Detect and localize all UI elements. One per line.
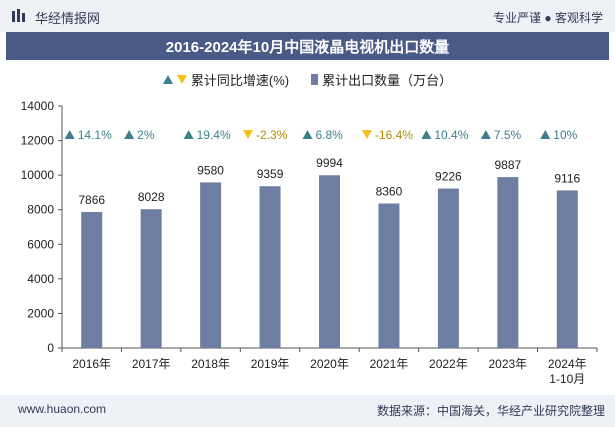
footer-bar: www.huaon.com 数据来源：中国海关，华经产业研究院整理 [0,395,615,427]
growth-up-icon [183,130,194,139]
x-tick-label: 2016年 [72,357,111,371]
y-tick-label: 8000 [27,203,54,217]
bar-1 [81,212,103,348]
bar-4 [259,186,281,348]
y-tick-label: 6000 [27,237,54,251]
bar-7 [437,188,459,348]
growth-down-icon [243,130,254,139]
bar-9 [556,190,578,348]
legend-growth-label: 累计同比增速(%) [190,72,290,88]
growth-label: 2% [137,128,155,142]
growth-up-icon [421,130,432,139]
chart-legend: 累计同比增速(%) 累计出口数量（万台） [0,69,615,89]
bar-value-label: 7866 [78,193,105,207]
legend-volume: 累计出口数量（万台） [311,70,452,89]
growth-label: 14.1% [78,128,112,142]
bar-value-label: 9226 [435,170,462,184]
growth-up-icon [480,130,491,139]
bar-value-label: 9116 [554,171,580,185]
slogan: 专业严谨 ● 客观科学 [493,11,603,25]
growth-label: 10.4% [434,128,468,142]
up-triangle-icon [162,74,173,84]
x-tick-label: 1-10月 [549,372,585,386]
growth-up-icon [540,130,551,139]
chart-title: 2016-2024年10月中国液晶电视机出口数量 [6,32,609,60]
bar-value-label: 8360 [376,184,403,198]
growth-up-icon [64,130,75,139]
y-tick-label: 2000 [27,306,54,320]
x-tick-label: 2019年 [251,357,290,371]
x-tick-label: 2020年 [310,357,349,371]
bar-value-label: 9994 [316,156,343,170]
bar-5 [319,175,340,348]
bar-value-label: 8028 [138,190,165,204]
bar-swatch-icon [311,73,319,85]
brand-name: 华经情报网 [35,11,101,26]
growth-label: 10% [553,128,577,142]
x-tick-label: 2018年 [191,357,230,371]
down-triangle-icon [176,74,187,84]
bar-value-label: 9887 [494,158,521,172]
y-tick-label: 10000 [21,168,55,182]
y-tick-label: 12000 [21,134,55,148]
bar-value-label: 9580 [197,163,224,177]
logo-icon [12,9,25,22]
x-tick-label: 2024年 [548,357,587,371]
legend-growth: 累计同比增速(%) [162,70,290,89]
growth-down-icon [361,130,372,139]
x-tick-label: 2017年 [132,357,171,371]
growth-up-icon [302,130,313,139]
growth-label: -16.4% [375,128,413,142]
legend-volume-label: 累计出口数量（万台） [322,72,453,88]
header-bar: 华经情报网 专业严谨 ● 客观科学 [0,0,615,32]
bar-2 [140,209,162,348]
growth-up-icon [124,130,135,139]
x-tick-label: 2023年 [488,357,527,371]
bar-6 [378,203,400,348]
growth-label: 7.5% [494,128,522,142]
growth-label: 19.4% [197,128,231,142]
y-tick-label: 14000 [21,99,55,113]
x-tick-label: 2021年 [370,357,409,371]
bar-8 [497,177,519,348]
data-source: 数据来源：中国海关，华经产业研究院整理 [376,404,605,418]
y-tick-label: 0 [47,341,54,355]
bar-3 [200,182,222,348]
bar-value-label: 9359 [257,167,284,181]
growth-label: -2.3% [256,128,288,142]
y-tick-label: 4000 [27,272,54,286]
growth-label: 6.8% [316,128,344,142]
bar-chart: 0 2000 4000 6000 8000 10000 12000 14000 7866 14.1… [21,99,598,386]
x-tick-label: 2022年 [429,357,468,371]
footer-url: www.huaon.com [18,402,107,416]
